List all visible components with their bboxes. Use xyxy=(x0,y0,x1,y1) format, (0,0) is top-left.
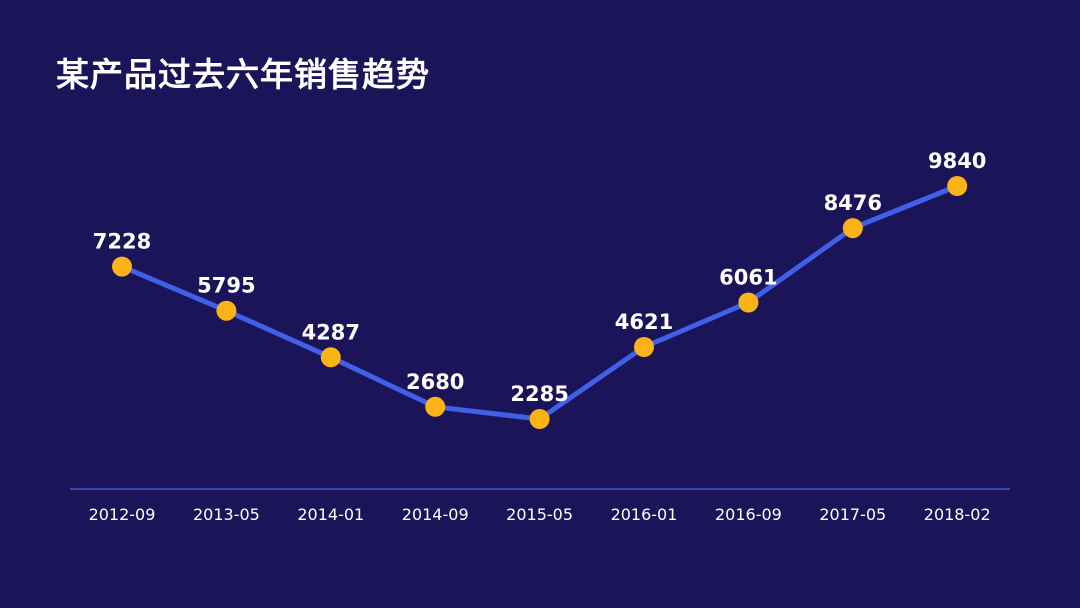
x-tick-label-2012-09: 2012-09 xyxy=(89,505,156,524)
x-tick-label-2014-09: 2014-09 xyxy=(402,505,469,524)
data-label-2015-05: 2285 xyxy=(510,382,568,406)
x-tick-label-2018-02: 2018-02 xyxy=(924,505,991,524)
data-label-2014-01: 4287 xyxy=(302,320,360,344)
data-markers xyxy=(112,176,968,429)
x-tick-label-2016-01: 2016-01 xyxy=(611,505,678,524)
x-tick-label-2016-09: 2016-09 xyxy=(715,505,782,524)
data-point-2012-09 xyxy=(112,256,132,277)
data-point-2014-09 xyxy=(425,396,446,417)
data-label-2016-01: 4621 xyxy=(615,310,673,334)
data-point-2016-09 xyxy=(738,292,759,313)
data-point-2016-01 xyxy=(634,337,654,357)
data-label-2016-09: 6061 xyxy=(719,266,777,290)
data-point-2014-01 xyxy=(320,347,341,368)
data-label-2012-09: 7228 xyxy=(93,230,151,254)
chart-title: 某产品过去六年销售趋势 xyxy=(56,55,430,94)
data-label-2014-09: 2680 xyxy=(406,370,464,394)
x-tick-label-2015-05: 2015-05 xyxy=(506,505,573,524)
data-point-2015-05 xyxy=(529,409,550,429)
data-label-2013-05: 5795 xyxy=(197,274,255,298)
x-tick-label-2013-05: 2013-05 xyxy=(193,505,260,524)
data-label-2017-05: 8476 xyxy=(824,191,882,215)
data-labels: 7228 5795 4287 2680 2285 4621 6061 8476 9840 xyxy=(93,149,987,406)
data-point-2013-05 xyxy=(216,300,237,321)
data-label-2018-02: 9840 xyxy=(928,149,986,173)
x-tick-label-2017-05: 2017-05 xyxy=(819,505,886,524)
x-tick-labels: 2012-09 2013-05 2014-01 2014-09 2015-05 2016-… xyxy=(89,505,991,524)
data-point-2017-05 xyxy=(842,218,863,239)
data-point-2018-02 xyxy=(947,176,968,196)
x-tick-label-2014-01: 2014-01 xyxy=(297,505,364,524)
